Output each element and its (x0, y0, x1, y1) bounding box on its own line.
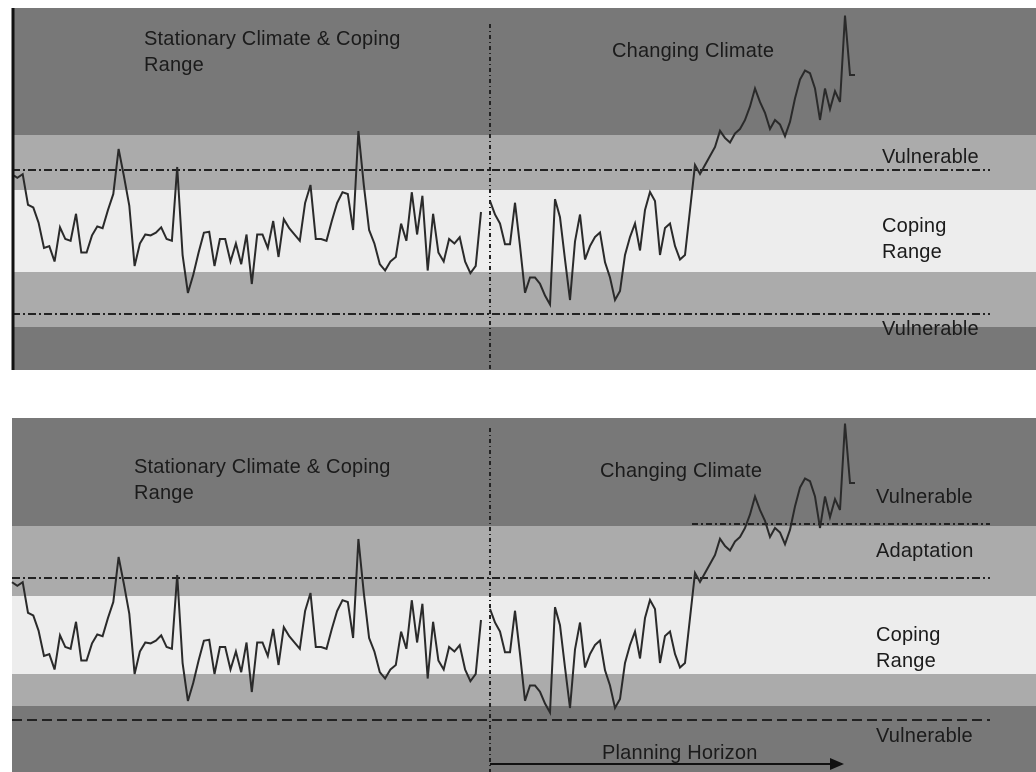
coping-range-label: Coping Range (882, 215, 947, 263)
series-stationary (11, 130, 482, 294)
vulnerable-lower-label: Vulnerable (882, 318, 979, 340)
band-upper (12, 564, 1036, 596)
band-upper (12, 135, 1036, 190)
changing-label: Changing Climate (600, 460, 763, 482)
planning-horizon-arrowhead (830, 758, 844, 770)
stationary-label: Stationary Climate & Coping Range (144, 28, 401, 76)
vulnerable-upper-label: Vulnerable (882, 146, 979, 168)
series-stationary (11, 538, 482, 702)
vulnerable-lower-label: Vulnerable (876, 725, 973, 747)
changing-label: Changing Climate (612, 40, 775, 62)
coping-range-label: Coping Range (876, 624, 941, 672)
series-changing (489, 15, 855, 309)
band-adaptation (12, 526, 1036, 564)
panel-top: Stationary Climate & Coping Range Changi… (11, 8, 1036, 370)
panel-bottom: Stationary Climate & Coping Range Changi… (11, 418, 1036, 772)
diagram-bottom (11, 418, 1036, 772)
series-changing (489, 423, 855, 717)
vulnerable-upper-label: Vulnerable (876, 486, 973, 508)
adaptation-label: Adaptation (876, 540, 974, 562)
stationary-label: Stationary Climate & Coping Range (134, 456, 391, 504)
planning-horizon-label: Planning Horizon (602, 742, 758, 764)
diagram-top (11, 8, 1036, 370)
